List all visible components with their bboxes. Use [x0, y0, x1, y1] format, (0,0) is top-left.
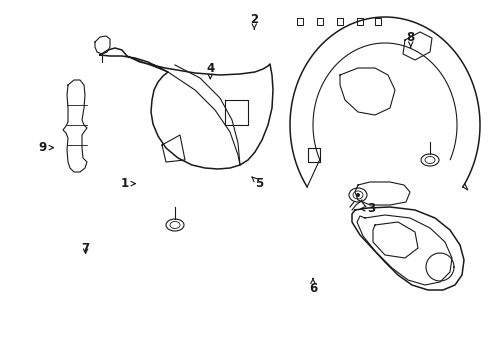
Text: 1: 1	[121, 177, 135, 190]
Ellipse shape	[165, 219, 183, 231]
Text: 2: 2	[250, 13, 258, 29]
Text: 6: 6	[308, 279, 316, 294]
Ellipse shape	[170, 221, 180, 229]
Ellipse shape	[420, 154, 438, 166]
Text: 5: 5	[251, 177, 263, 190]
Text: 7: 7	[81, 242, 89, 255]
Ellipse shape	[352, 191, 362, 199]
Ellipse shape	[348, 188, 366, 202]
Text: 8: 8	[406, 31, 414, 47]
Text: 9: 9	[39, 141, 53, 154]
Ellipse shape	[424, 157, 434, 163]
Ellipse shape	[355, 193, 359, 197]
Text: 3: 3	[360, 202, 375, 215]
Text: 4: 4	[206, 62, 214, 79]
